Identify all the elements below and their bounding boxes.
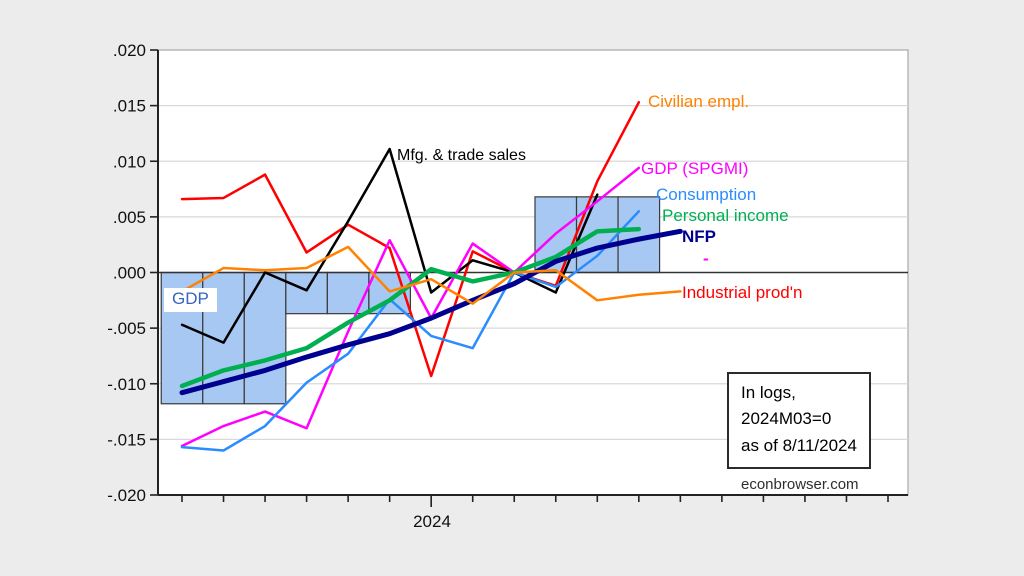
y-tick-label: -.015 [107,430,146,449]
annotation-line-2: 2024M03=0 [741,409,832,429]
y-tick-label: -.020 [107,486,146,505]
line-mfg-trade-sales [180,147,599,344]
line-civilian-empl- [180,101,641,378]
series-label-nfp: NFP [682,227,716,246]
y-tick-label: -.005 [107,319,146,338]
gdp-bar-month [575,196,619,274]
line-industrial-prod-n [180,245,682,305]
line-gdp-spgmi- [180,166,641,448]
series-label-industrial-production: Industrial prod'n [682,283,803,302]
magenta-dash-mark: - [703,249,709,268]
gdp-bar-month [243,271,287,405]
series-label-consumption: Consumption [656,185,757,204]
y-tick-label: .010 [113,152,146,171]
line-consumption [180,210,641,452]
gdp-bar-month [285,271,328,315]
y-tick-label: .005 [113,208,146,227]
bar-series-label-gdp: GDP [164,288,217,312]
gdp-bar-month [326,271,370,315]
series-label-personal-income: Personal income [662,206,789,225]
line-nfp [179,228,683,396]
series-label-mfg-trade-sales: Mfg. & trade sales [397,147,526,164]
y-tick-label: .000 [113,264,146,283]
series-label-civilian-employment: Civilian empl. [648,92,750,111]
y-tick-label: -.010 [107,375,146,394]
y-tick-label: .015 [113,97,146,116]
watermark-econbrowser: econbrowser.com [741,476,859,493]
annotation-line-3: as of 8/11/2024 [741,435,857,455]
series-label-gdp-spgmi: GDP (SPGMI) [641,159,749,178]
x-axis-year-label: 2024 [413,512,451,531]
annotation-line-1: In logs, [741,383,796,402]
y-tick-label: .020 [113,41,146,60]
annotation-box: In logs, 2024M03=0 as of 8/11/2024 [727,372,871,470]
